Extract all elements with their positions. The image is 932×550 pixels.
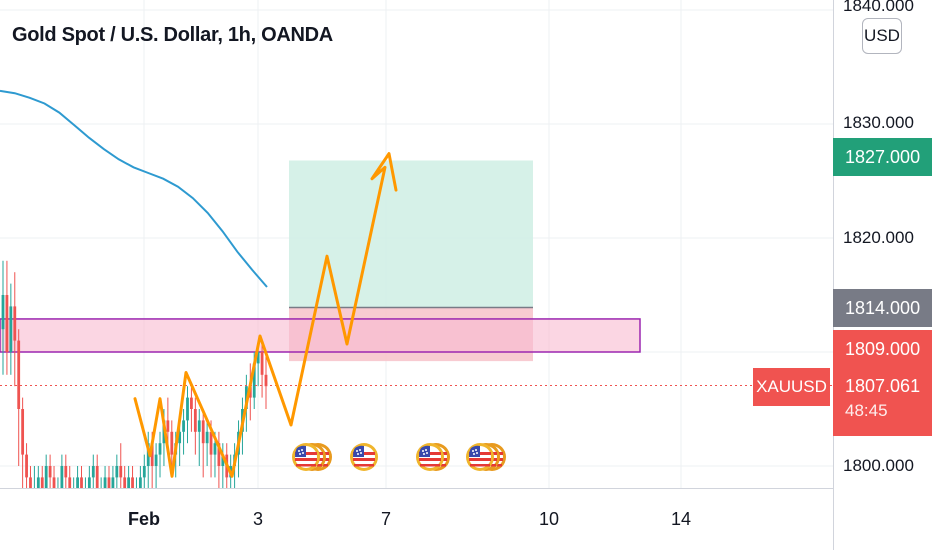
candle-body xyxy=(190,397,193,409)
y-tick-label: 1800.000 xyxy=(843,456,914,475)
candle-body xyxy=(29,477,32,488)
chart-plot xyxy=(0,0,833,488)
candle-body xyxy=(205,431,209,444)
candle-body xyxy=(217,443,221,466)
us-flag-icon[interactable] xyxy=(415,442,445,472)
x-tick-label: Feb xyxy=(127,509,161,529)
zone-rectangle xyxy=(0,318,641,353)
candle-body xyxy=(142,466,146,478)
candle-body xyxy=(158,443,162,455)
projection-path xyxy=(133,152,398,478)
currency-button[interactable]: USD xyxy=(862,18,902,54)
target-profit-box xyxy=(289,160,533,308)
y-tick-label: 1840.000 xyxy=(843,0,914,15)
candle-body xyxy=(48,466,52,478)
candle-body xyxy=(213,443,217,455)
us-flag-icon[interactable] xyxy=(291,442,321,472)
candle-body xyxy=(9,306,13,352)
candle-body xyxy=(123,477,127,488)
candle-body xyxy=(264,374,268,387)
candle-body xyxy=(1,295,5,330)
candle-body xyxy=(17,340,21,409)
last-price-tag: 1807.061 48:45 xyxy=(833,368,932,436)
entry-price-tag: 1814.000 xyxy=(833,289,932,327)
candle-body xyxy=(91,466,95,478)
y-tick-label: 1830.000 xyxy=(843,113,914,132)
candle-body xyxy=(80,477,83,488)
chart-title: Gold Spot / U.S. Dollar, 1h, OANDA xyxy=(12,24,333,46)
symbol-badge: XAUUSD xyxy=(753,368,830,406)
candle-body xyxy=(197,420,201,432)
candle-body xyxy=(170,431,174,455)
x-tick-label: 3 xyxy=(252,509,264,529)
candle-body xyxy=(25,454,28,478)
candle-body xyxy=(95,466,99,488)
candle-body xyxy=(36,477,40,488)
y-tick-label: 1820.000 xyxy=(843,228,914,247)
candle-body xyxy=(131,477,134,488)
candle-body xyxy=(256,352,260,364)
candle-body xyxy=(76,477,79,488)
candle-body xyxy=(178,431,182,444)
candle-body xyxy=(119,466,123,478)
candle-body xyxy=(182,420,185,432)
candle-body xyxy=(186,397,189,421)
us-flag-icon[interactable] xyxy=(465,442,495,472)
candle-body xyxy=(87,477,91,488)
candle-body xyxy=(252,363,256,398)
candle-body xyxy=(52,477,56,488)
candle-body xyxy=(5,295,9,352)
last-price-value: 1807.061 xyxy=(845,376,921,396)
candle-body xyxy=(260,352,264,375)
x-tick-label: 7 xyxy=(380,509,392,529)
candle-body xyxy=(21,409,25,455)
candle-body xyxy=(13,306,17,341)
candle-body xyxy=(193,409,197,432)
candle-body xyxy=(221,454,225,466)
moving-average-line xyxy=(0,89,268,288)
candle-body xyxy=(127,477,131,488)
target-price-tag: 1827.000 xyxy=(833,138,932,176)
candle-body xyxy=(154,454,158,466)
candle-body xyxy=(44,466,48,488)
y-axis-line xyxy=(833,0,834,550)
candle-body xyxy=(166,420,170,432)
candle-body xyxy=(64,466,68,478)
chart-area[interactable] xyxy=(0,0,833,488)
us-flag-icon[interactable] xyxy=(349,442,379,472)
candle-body xyxy=(68,477,72,488)
candle-body xyxy=(150,443,154,466)
x-tick-label: 14 xyxy=(670,509,692,529)
candle-body xyxy=(40,477,44,488)
candle-body xyxy=(103,477,107,488)
candle-body xyxy=(115,466,119,478)
candle-body xyxy=(60,466,64,488)
candle-body xyxy=(107,477,111,488)
stop-price-tag: 1809.000 xyxy=(833,330,932,368)
x-tick-label: 10 xyxy=(538,509,560,529)
candle-body xyxy=(209,431,213,455)
candle-body xyxy=(138,477,142,488)
candle-body xyxy=(111,477,115,488)
bar-countdown: 48:45 xyxy=(845,401,888,420)
candle-body xyxy=(201,420,205,444)
x-axis-line xyxy=(0,488,833,489)
